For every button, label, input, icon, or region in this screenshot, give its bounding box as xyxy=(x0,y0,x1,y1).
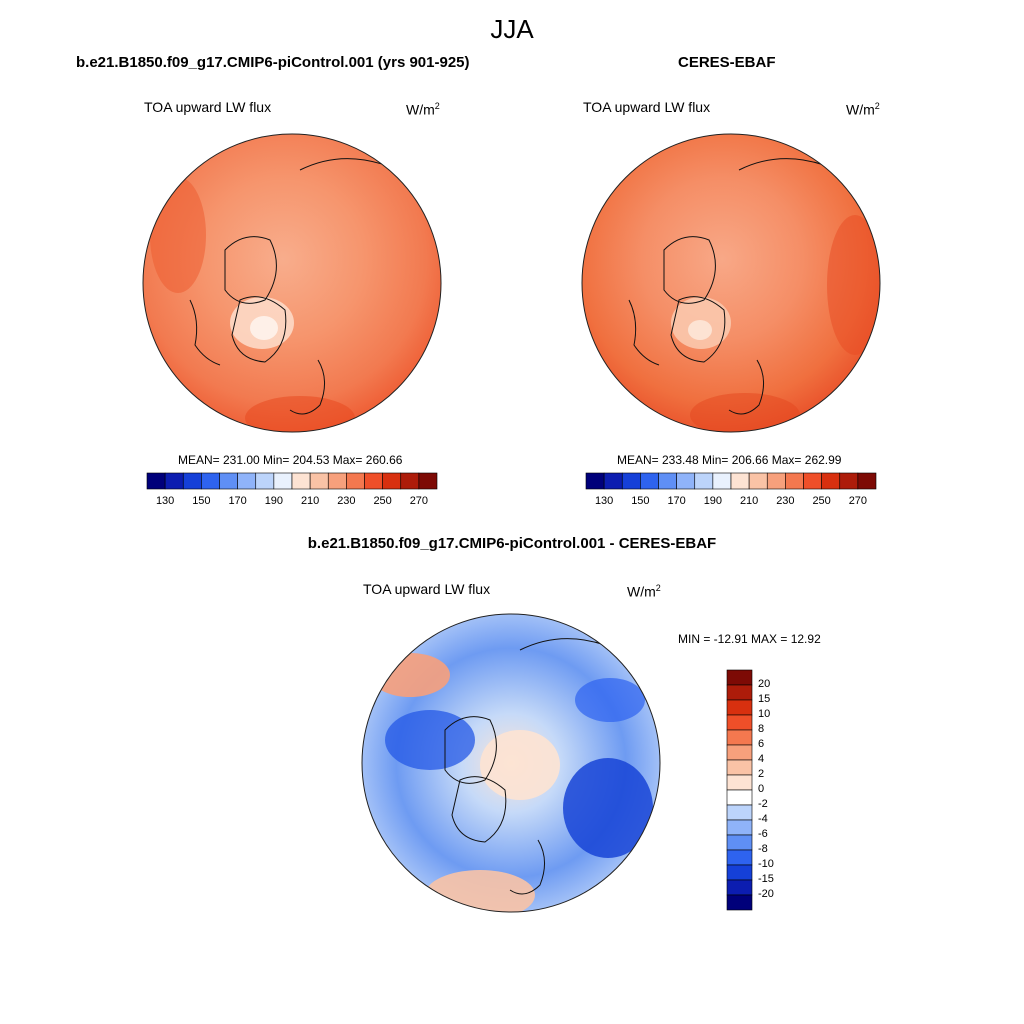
colorbar-swatch xyxy=(821,472,841,490)
panel2-polar-map xyxy=(581,133,881,433)
colorbar-swatch xyxy=(640,472,659,490)
colorbar-tick-label: 8 xyxy=(758,723,765,735)
colorbar-tick-label: 230 xyxy=(337,495,356,507)
panel1-polar-map xyxy=(142,133,442,433)
colorbar-swatch xyxy=(726,819,753,836)
colorbar-tick-label: -6 xyxy=(758,828,768,840)
panel1-colorbar xyxy=(146,472,438,490)
panel2-colorbar xyxy=(585,472,877,490)
colorbar-swatch xyxy=(676,472,696,490)
colorbar-tick-label: 20 xyxy=(758,678,771,690)
difference-variable-label: TOA upward LW flux xyxy=(363,581,491,597)
colorbar-swatch xyxy=(726,714,753,731)
colorbar-swatch xyxy=(201,472,220,490)
colorbar-swatch xyxy=(785,472,804,490)
colorbar-swatch xyxy=(726,699,753,716)
colorbar-tick-label: 2 xyxy=(758,768,765,780)
colorbar-swatch xyxy=(585,472,605,490)
panel1-stats: MEAN= 231.00 Min= 204.53 Max= 260.66 xyxy=(178,453,403,467)
colorbar-swatch xyxy=(603,472,623,490)
colorbar-swatch xyxy=(364,472,383,490)
colorbar-tick-label: 270 xyxy=(848,495,868,507)
colorbar-swatch xyxy=(726,684,753,701)
colorbar-swatch xyxy=(621,472,641,490)
colorbar-swatch xyxy=(255,472,275,490)
panel2-stats: MEAN= 233.48 Min= 206.66 Max= 262.99 xyxy=(617,453,842,467)
colorbar-swatch xyxy=(712,472,732,490)
colorbar-swatch xyxy=(658,472,677,490)
colorbar-swatch xyxy=(726,879,753,896)
colorbar-tick-label: -2 xyxy=(758,798,768,810)
colorbar-tick-label: 210 xyxy=(300,495,320,507)
colorbar-tick-label: -10 xyxy=(758,858,774,870)
colorbar-swatch xyxy=(726,789,753,806)
colorbar-swatch xyxy=(219,472,238,490)
colorbar-swatch xyxy=(803,472,822,490)
difference-colorbar xyxy=(726,669,753,911)
colorbar-tick-label: -4 xyxy=(758,813,768,825)
difference-polar-map xyxy=(361,613,661,913)
colorbar-swatch xyxy=(237,472,257,490)
colorbar-swatch xyxy=(273,472,293,490)
colorbar-swatch xyxy=(857,472,877,490)
colorbar-tick-label: -8 xyxy=(758,843,768,855)
colorbar-swatch xyxy=(726,774,753,791)
colorbar-swatch xyxy=(726,744,753,761)
colorbar-tick-label: -15 xyxy=(758,873,774,885)
colorbar-swatch xyxy=(766,472,786,490)
difference-stats: MIN = -12.91 MAX = 12.92 xyxy=(678,632,821,646)
colorbar-tick-label: 250 xyxy=(812,495,831,507)
colorbar-swatch xyxy=(726,849,753,866)
colorbar-tick-label: 170 xyxy=(667,495,686,507)
main-title: JJA xyxy=(490,14,534,44)
colorbar-swatch xyxy=(694,472,714,490)
colorbar-tick-label: 4 xyxy=(758,753,765,765)
panel2-title: CERES-EBAF xyxy=(678,54,776,71)
colorbar-tick-label: 6 xyxy=(758,738,765,750)
colorbar-tick-label: 130 xyxy=(594,495,614,507)
colorbar-tick-label: 150 xyxy=(192,495,211,507)
colorbar-swatch xyxy=(327,472,347,490)
colorbar-swatch xyxy=(291,472,311,490)
colorbar-swatch xyxy=(400,472,420,490)
colorbar-swatch xyxy=(382,472,402,490)
colorbar-swatch xyxy=(418,472,438,490)
colorbar-swatch xyxy=(726,804,753,821)
panel1-units-label: W/m2 xyxy=(406,101,440,118)
panel1-title: b.e21.B1850.f09_g17.CMIP6-piControl.001 … xyxy=(76,54,470,71)
colorbar-tick-label: 170 xyxy=(228,495,247,507)
colorbar-swatch xyxy=(730,472,750,490)
colorbar-tick-label: 210 xyxy=(739,495,759,507)
colorbar-swatch xyxy=(182,472,202,490)
panel2-units-label: W/m2 xyxy=(846,101,880,118)
colorbar-tick-label: 10 xyxy=(758,708,771,720)
colorbar-swatch xyxy=(726,864,753,881)
colorbar-tick-label: 190 xyxy=(703,495,723,507)
colorbar-swatch xyxy=(726,729,753,746)
colorbar-swatch xyxy=(748,472,768,490)
colorbar-swatch xyxy=(309,472,329,490)
colorbar-swatch xyxy=(146,472,166,490)
colorbar-tick-label: 230 xyxy=(776,495,795,507)
colorbar-tick-label: 130 xyxy=(155,495,175,507)
colorbar-tick-label: 150 xyxy=(631,495,650,507)
colorbar-swatch xyxy=(726,894,753,911)
colorbar-swatch xyxy=(346,472,365,490)
colorbar-swatch xyxy=(726,759,753,776)
colorbar-tick-label: 250 xyxy=(373,495,392,507)
colorbar-tick-label: 0 xyxy=(758,783,765,795)
colorbar-swatch xyxy=(726,834,753,851)
colorbar-swatch xyxy=(726,669,753,686)
colorbar-swatch xyxy=(164,472,184,490)
colorbar-tick-label: 190 xyxy=(264,495,284,507)
difference-units-label: W/m2 xyxy=(627,583,661,600)
colorbar-swatch xyxy=(839,472,859,490)
colorbar-tick-label: -20 xyxy=(758,888,774,900)
panel2-variable-label: TOA upward LW flux xyxy=(583,99,711,115)
panel1-variable-label: TOA upward LW flux xyxy=(144,99,272,115)
colorbar-tick-label: 270 xyxy=(409,495,429,507)
colorbar-tick-label: 15 xyxy=(758,693,771,705)
difference-title: b.e21.B1850.f09_g17.CMIP6-piControl.001 … xyxy=(307,535,717,552)
